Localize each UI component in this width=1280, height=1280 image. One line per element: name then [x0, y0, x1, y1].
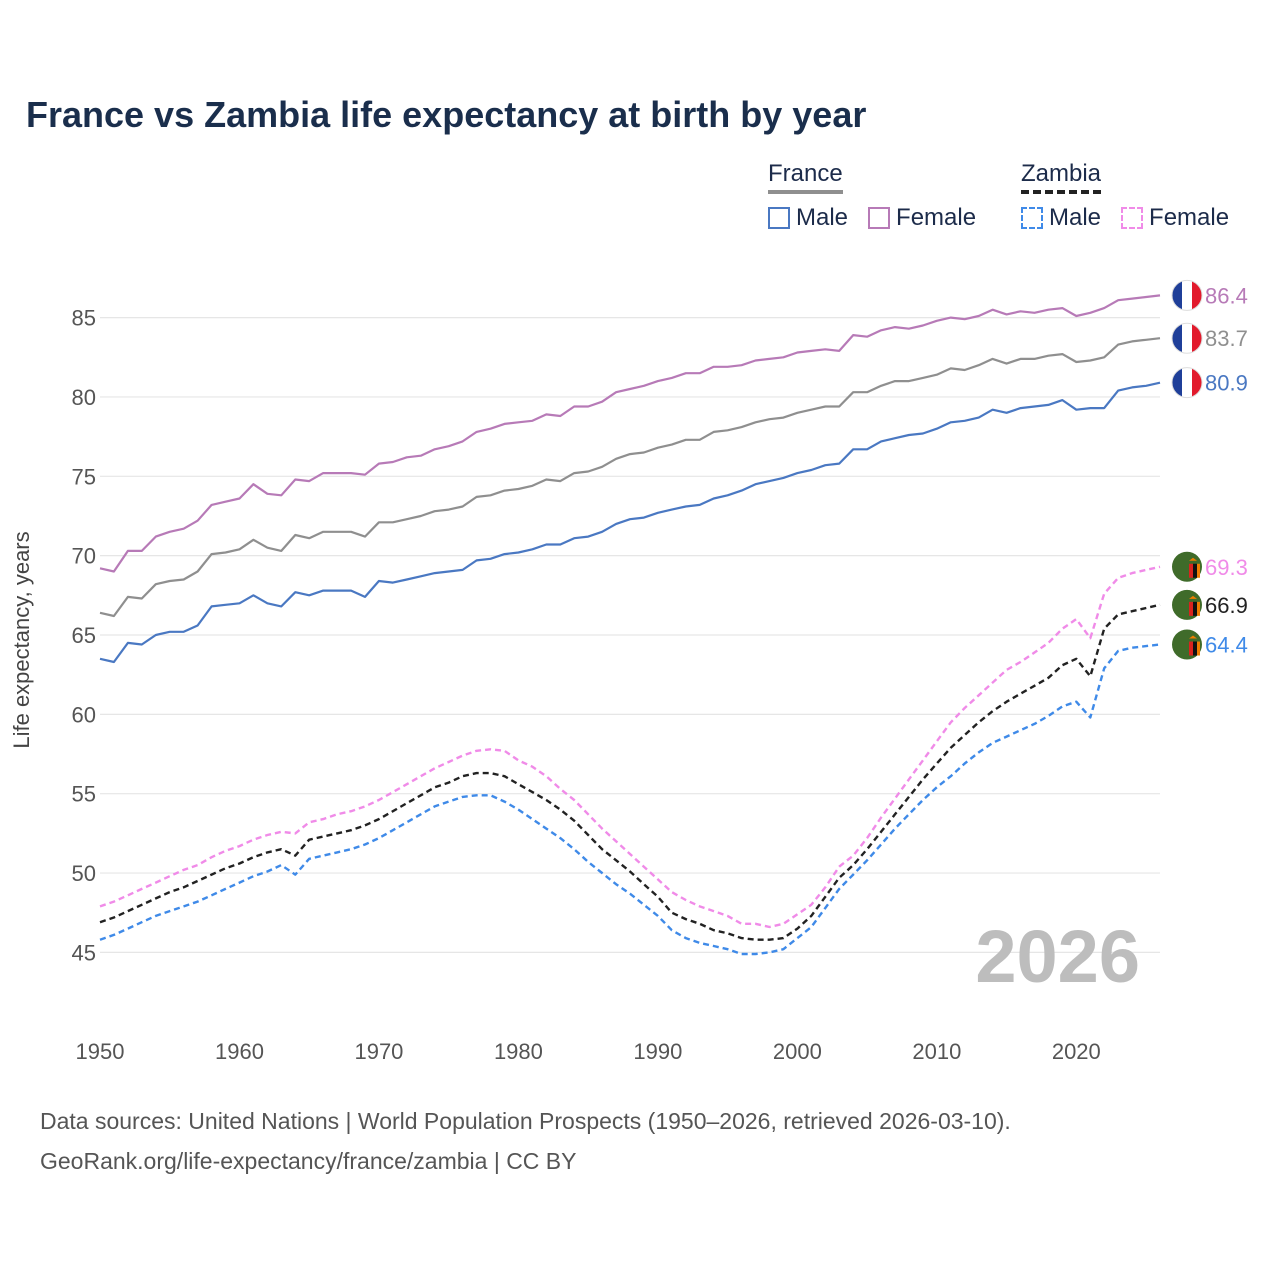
y-tick-label: 85	[72, 306, 96, 331]
series-line-zambia-male[interactable]	[99, 643, 1161, 956]
x-tick-label: 1970	[354, 1039, 403, 1064]
end-label-france-male: 80.9	[1171, 367, 1248, 399]
end-label-france-total: 83.7	[1171, 322, 1248, 354]
legend-group-title-france: France	[768, 160, 843, 194]
x-axis-ticks: 1950 1960 1970 1980 1990 2000 2010 2020	[76, 1039, 1101, 1064]
series-line-zambia-female[interactable]	[99, 565, 1161, 929]
series-end-labels: 86.4 83.7 80.9 69.3 66.9 64.4	[1171, 279, 1248, 660]
end-value-label: 69.3	[1205, 555, 1248, 580]
legend-item-france-male[interactable]: Male	[768, 204, 848, 232]
x-tick-label: 1960	[215, 1039, 264, 1064]
footer-source: Data sources: United Nations | World Pop…	[40, 1108, 1011, 1134]
y-tick-label: 50	[72, 861, 96, 886]
legend-item-zambia-male[interactable]: Male	[1021, 204, 1101, 232]
end-value-label: 83.7	[1205, 326, 1248, 351]
france-flag-icon	[1172, 323, 1202, 354]
y-tick-label: 70	[72, 544, 96, 569]
legend-swatch-france-male	[768, 207, 790, 229]
france-flag-icon	[1172, 280, 1202, 311]
end-value-label: 80.9	[1205, 371, 1248, 396]
chart-title: France vs Zambia life expectancy at birt…	[26, 94, 867, 135]
y-tick-label: 75	[72, 464, 96, 489]
zambia-flag-icon	[1172, 551, 1202, 582]
legend-swatch-zambia-female	[1121, 207, 1144, 229]
end-value-label: 64.4	[1205, 633, 1248, 658]
zambia-flag-icon	[1172, 629, 1202, 660]
grid-lines	[100, 317, 1160, 953]
y-tick-label: 80	[72, 385, 96, 410]
series-line-france-female[interactable]	[99, 294, 1161, 573]
end-label-zambia-female: 69.3	[1172, 551, 1248, 582]
legend-row-zambia: Male Female	[1021, 204, 1229, 232]
current-year-label: 2026	[975, 915, 1140, 998]
end-label-zambia-total: 66.9	[1172, 589, 1248, 620]
footer-attribution[interactable]: GeoRank.org/life-expectancy/france/zambi…	[40, 1148, 577, 1174]
legend-item-france-female[interactable]: Female	[868, 204, 976, 232]
y-tick-label: 65	[72, 623, 96, 648]
zambia-flag-icon	[1172, 589, 1202, 620]
legend-label-zambia-female: Female	[1149, 204, 1230, 231]
end-label-zambia-male: 64.4	[1172, 629, 1248, 660]
legend-group-zambia: Zambia	[1021, 160, 1102, 194]
legend-swatch-zambia-male	[1021, 207, 1043, 229]
france-flag-icon	[1172, 367, 1202, 398]
y-axis-ticks: 45 50 55 60 65 70 75 80 85	[72, 306, 96, 966]
y-tick-label: 55	[72, 782, 96, 807]
y-tick-label: 60	[72, 702, 96, 727]
x-tick-label: 2020	[1052, 1039, 1101, 1064]
y-tick-label: 45	[72, 940, 96, 965]
x-tick-label: 1950	[76, 1039, 125, 1064]
end-label-france-female: 86.4	[1171, 279, 1248, 311]
legend-item-zambia-female[interactable]: Female	[1121, 204, 1229, 232]
series-line-france-male[interactable]	[99, 381, 1161, 664]
legend-group-france: France	[768, 160, 843, 194]
legend-label-zambia-male: Male	[1049, 204, 1102, 231]
end-value-label: 66.9	[1205, 593, 1248, 618]
x-tick-label: 2000	[773, 1039, 822, 1064]
series-lines	[99, 294, 1161, 956]
x-tick-label: 1980	[494, 1039, 543, 1064]
legend-group-title-zambia: Zambia	[1021, 160, 1102, 194]
series-line-zambia-total[interactable]	[99, 603, 1161, 941]
legend-row-france: Male Female	[768, 204, 976, 232]
series-line-france-total[interactable]	[99, 337, 1161, 618]
legend-label-france-female: Female	[896, 204, 977, 231]
end-value-label: 86.4	[1205, 283, 1248, 308]
x-tick-label: 2010	[912, 1039, 961, 1064]
legend-label-france-male: Male	[796, 204, 849, 231]
x-tick-label: 1990	[633, 1039, 682, 1064]
legend-swatch-france-female	[868, 207, 891, 229]
